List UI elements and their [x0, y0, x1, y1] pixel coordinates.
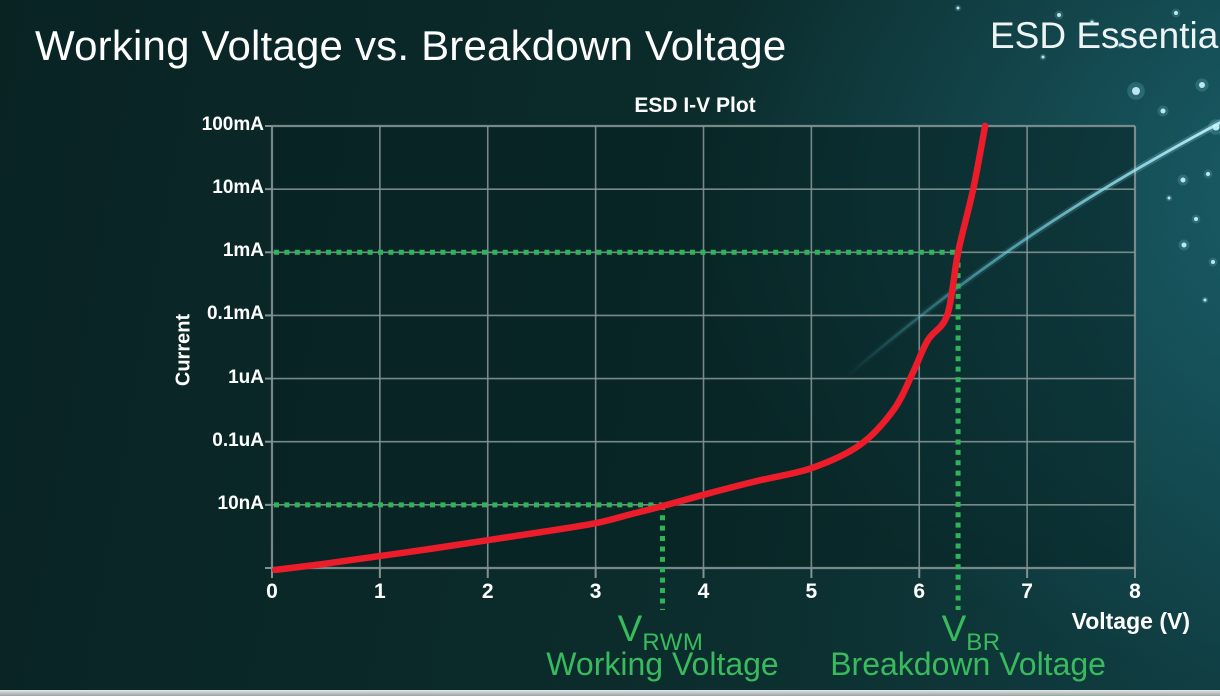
x-tick-label-4: 4 [697, 580, 710, 603]
y-tick-label-100mA: 100mA [201, 114, 264, 135]
x-axis-title: Voltage (V) [1071, 608, 1190, 634]
background-particle [1057, 13, 1061, 17]
iv-curve [271, 122, 989, 574]
background-particle [1206, 172, 1210, 176]
x-tick-label-7: 7 [1021, 580, 1033, 603]
background-particle [1181, 242, 1187, 248]
slide-title: Working Voltage vs. Breakdown Voltage [35, 22, 787, 69]
background-particle [1199, 82, 1205, 88]
x-tick-label-0: 0 [266, 580, 278, 603]
x-tick-label-3: 3 [589, 580, 602, 603]
x-tick-label-5: 5 [805, 580, 818, 603]
background-particle [956, 6, 960, 10]
vrwm-symbol-label: VRWM [617, 608, 704, 656]
x-tick-label-1: 1 [374, 580, 386, 603]
background-particle [1118, 43, 1122, 47]
background-particle [1211, 260, 1215, 264]
background-particle [1194, 217, 1198, 221]
background-particle [1167, 196, 1171, 200]
background-particle [1180, 177, 1186, 183]
bottom-strip [0, 690, 1220, 696]
chart-title: ESD I-V Plot [634, 94, 756, 117]
background-particle [1041, 55, 1045, 59]
y-tick-label-0.1mA: 0.1mA [206, 303, 264, 325]
background-particle [1212, 123, 1220, 131]
background-particle [1090, 20, 1094, 24]
brand-logo-text: ESD Essentials [990, 15, 1220, 56]
y-tick-label-0.1uA: 0.1uA [212, 429, 264, 451]
vrwm-caption: Working Voltage [546, 646, 779, 682]
swoosh-line [844, 121, 1220, 380]
x-tick-label-8: 8 [1129, 580, 1141, 603]
y-tick-label-10nA: 10nA [217, 492, 264, 514]
background-particle [1132, 87, 1140, 95]
y-tick-label-1mA: 1mA [222, 240, 264, 262]
y-tick-label-1uA: 1uA [228, 366, 264, 388]
background-particle [1174, 11, 1178, 15]
vbr-symbol-label: VBR [941, 608, 1001, 656]
background-particle [1203, 298, 1207, 302]
x-tick-label-2: 2 [481, 580, 494, 603]
vbr-caption: Breakdown Voltage [830, 646, 1106, 682]
x-tick-label-6: 6 [913, 580, 926, 603]
y-tick-label-10mA: 10mA [212, 177, 264, 199]
background-particle [1160, 108, 1166, 114]
